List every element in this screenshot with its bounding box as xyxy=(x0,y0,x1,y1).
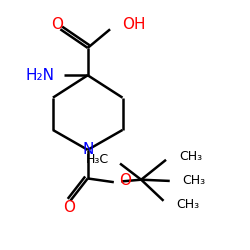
Text: H₂N: H₂N xyxy=(25,68,54,83)
Text: CH₃: CH₃ xyxy=(179,150,202,162)
Text: CH₃: CH₃ xyxy=(183,174,206,188)
Text: OH: OH xyxy=(122,17,146,32)
Text: O: O xyxy=(51,17,63,32)
Text: O: O xyxy=(119,173,131,188)
Text: N: N xyxy=(82,142,94,157)
Text: H₃C: H₃C xyxy=(86,153,109,166)
Text: CH₃: CH₃ xyxy=(176,198,200,211)
Text: O: O xyxy=(63,200,75,214)
